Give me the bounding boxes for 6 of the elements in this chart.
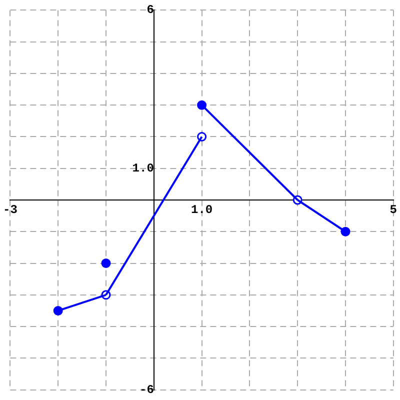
y-tick-label: 1.0 (132, 161, 154, 176)
x-tick-label: -3 (3, 203, 18, 218)
x-tick-label: 1.0 (190, 203, 213, 218)
y-tick-label: 6 (146, 3, 154, 18)
x-tick-label: 5 (390, 203, 397, 218)
y-tick-label: -6 (139, 382, 154, 397)
